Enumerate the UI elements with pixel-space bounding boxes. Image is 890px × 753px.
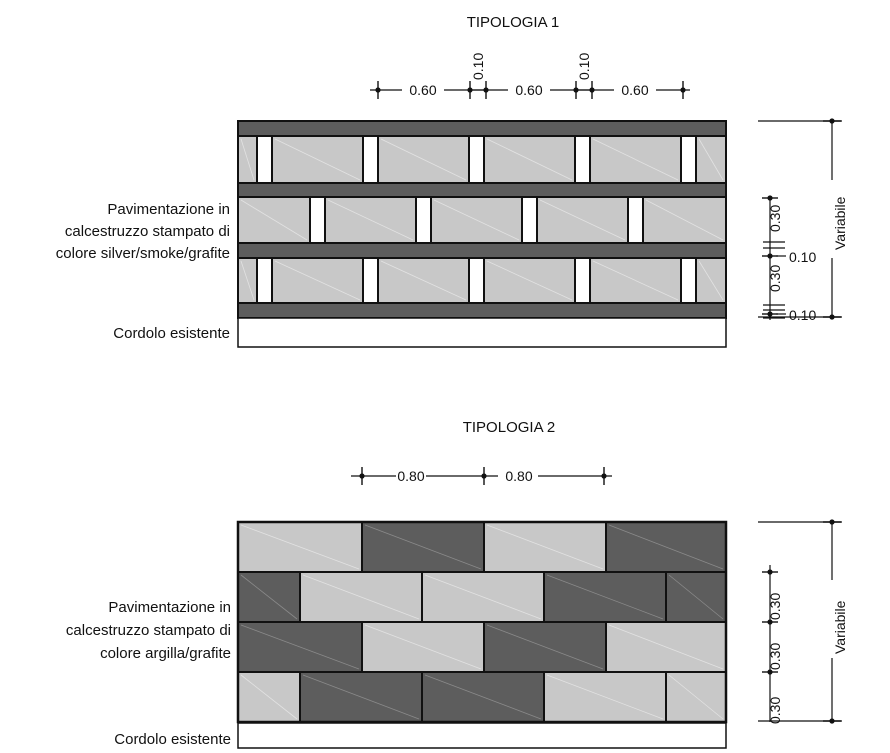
- t1-top-ticks: [375, 81, 686, 99]
- t2-block: [361, 621, 485, 673]
- t1-label-line-3: colore silver/smoke/grafite: [56, 245, 230, 262]
- t1-joint: [256, 257, 273, 304]
- t1-dim-block-3: 0.60: [621, 82, 648, 98]
- t1-dark-strip: [237, 302, 727, 319]
- t1-curb-label: Cordolo esistente: [113, 325, 230, 342]
- t1-right-ticks: [762, 118, 841, 320]
- t1-pavement: [237, 120, 727, 319]
- t1-label-line-1: Pavimentazione in: [107, 201, 230, 218]
- t1-light-block: [695, 257, 727, 304]
- t2-block: [665, 671, 727, 723]
- t1-dim-variabile: Variabile: [832, 196, 848, 250]
- t1-joint: [468, 135, 485, 184]
- t2-block: [665, 571, 727, 623]
- t1-dark-strip: [237, 242, 727, 259]
- t1-light-block: [430, 196, 523, 244]
- t2-curb-label: Cordolo esistente: [114, 731, 231, 748]
- t2-block: [605, 621, 727, 673]
- t1-light-block: [237, 135, 258, 184]
- t2-block: [483, 621, 607, 673]
- t2-block: [237, 521, 363, 573]
- t1-joint: [362, 135, 379, 184]
- t1-light-block: [237, 196, 311, 244]
- t1-joint: [468, 257, 485, 304]
- t1-light-block: [483, 135, 576, 184]
- t1-joint: [574, 135, 591, 184]
- t2-block: [483, 521, 607, 573]
- t2-block: [237, 671, 301, 723]
- t2-block: [543, 671, 667, 723]
- t1-light-block: [377, 135, 470, 184]
- t1-light-block: [483, 257, 576, 304]
- t1-light-block: [589, 257, 682, 304]
- tipologia-1-title: TIPOLOGIA 1: [467, 14, 560, 31]
- t1-light-block: [536, 196, 629, 244]
- t1-dark-strip: [237, 182, 727, 198]
- t1-dim-strip-2: 0.10: [789, 307, 816, 323]
- t2-pavement: [236, 520, 728, 724]
- t1-curb: [237, 317, 727, 348]
- t1-joint: [521, 196, 538, 244]
- t1-light-block: [695, 135, 727, 184]
- t1-light-block: [324, 196, 417, 244]
- t1-label-line-2: calcestruzzo stampato di: [65, 223, 230, 240]
- t1-dim-band-1: 0.30: [767, 205, 783, 232]
- t2-block: [421, 671, 545, 723]
- t2-block: [421, 571, 545, 623]
- t2-block: [299, 571, 423, 623]
- t1-joint: [627, 196, 644, 244]
- t1-joint: [362, 257, 379, 304]
- t2-curb: [237, 722, 727, 749]
- t2-label-line-2: calcestruzzo stampato di: [66, 622, 231, 639]
- t2-dim-band-2: 0.30: [767, 643, 783, 670]
- t1-dim-block-1: 0.60: [409, 82, 436, 98]
- t2-dim-variabile: Variabile: [832, 600, 848, 654]
- t2-top-ticks: [359, 467, 607, 485]
- t1-light-block: [589, 135, 682, 184]
- t2-dim-block-1: 0.80: [397, 468, 424, 484]
- t1-dim-band-2: 0.30: [767, 265, 783, 292]
- t2-label-line-1: Pavimentazione in: [108, 599, 231, 616]
- t1-joint: [574, 257, 591, 304]
- t2-block: [299, 671, 423, 723]
- tipologia-1: TIPOLOGIA 1 0.60 0.60 0.60 0.10 0.10 Pav…: [56, 14, 848, 348]
- t2-block: [543, 571, 667, 623]
- t1-joint: [415, 196, 432, 244]
- t1-joint: [680, 257, 697, 304]
- t1-dim-strip-1: 0.10: [789, 249, 816, 265]
- t2-label-line-3: colore argilla/grafite: [100, 645, 231, 662]
- t2-pavement-outline: [236, 520, 728, 724]
- t2-block: [237, 571, 301, 623]
- t1-light-block: [642, 196, 727, 244]
- t1-dim-joint-2: 0.10: [576, 53, 592, 80]
- t2-right-ticks: [762, 519, 841, 724]
- t2-block: [605, 521, 727, 573]
- t2-block: [361, 521, 485, 573]
- tipologia-2: TIPOLOGIA 2 0.80 0.80 Pavimentazione in …: [66, 419, 848, 749]
- t2-dim-band-1: 0.30: [767, 593, 783, 620]
- t2-dim-block-2: 0.80: [505, 468, 532, 484]
- tipologia-2-title: TIPOLOGIA 2: [463, 419, 556, 436]
- t1-light-block: [271, 135, 364, 184]
- t2-dim-band-3: 0.30: [767, 697, 783, 724]
- t1-light-block: [377, 257, 470, 304]
- t1-joint: [256, 135, 273, 184]
- t1-joint: [309, 196, 326, 244]
- t2-block: [237, 621, 363, 673]
- t1-light-block: [271, 257, 364, 304]
- t1-dark-strip: [237, 120, 727, 137]
- t1-dim-block-2: 0.60: [515, 82, 542, 98]
- t1-light-block: [237, 257, 258, 304]
- t1-joint: [680, 135, 697, 184]
- t1-dim-joint-1: 0.10: [470, 53, 486, 80]
